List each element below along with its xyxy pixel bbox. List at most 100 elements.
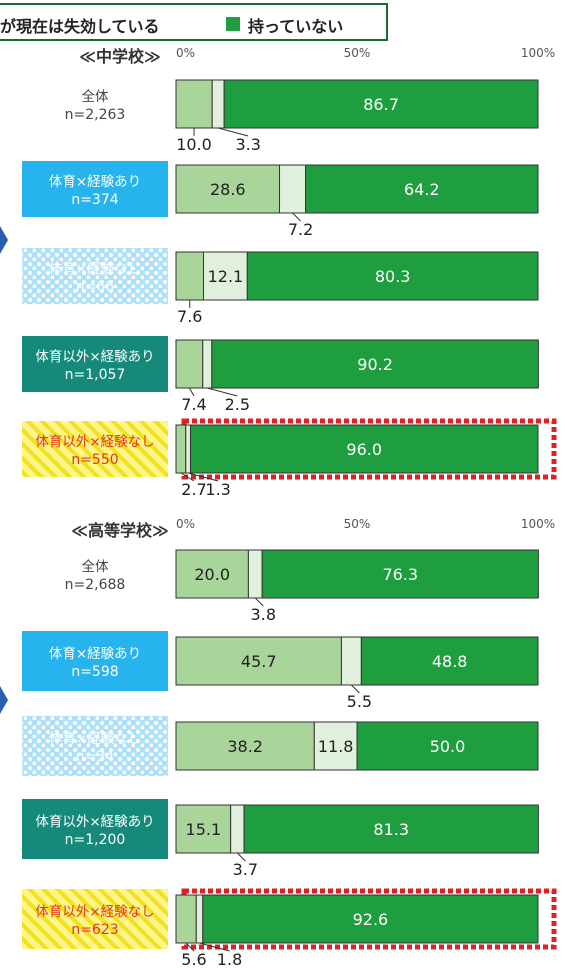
bar-segment [356, 721, 539, 771]
bar-segment [175, 251, 205, 301]
leader-line [180, 472, 195, 482]
category-box [22, 799, 168, 859]
bar-segment [175, 636, 342, 686]
category-label: 体育×経験なし [49, 261, 141, 277]
category-label: 全体 [82, 88, 109, 105]
bar-value-label: 80.3 [375, 267, 411, 286]
bar-value-label: 45.7 [241, 652, 277, 671]
bar-value-label: 1.3 [205, 480, 230, 499]
category-box [22, 421, 168, 477]
leader-line [187, 472, 219, 482]
bar-segment [175, 339, 204, 389]
bar-value-label: 28.6 [210, 180, 246, 199]
bar-segment [211, 79, 225, 129]
axis-tick-label: 100% [521, 517, 555, 531]
category-n: n=550 [71, 452, 118, 468]
panel-title: ≪高等学校≫ [71, 521, 169, 540]
category-label: 体育×経験なし [49, 731, 141, 747]
legend-none-swatch [226, 17, 240, 31]
bar-segment [247, 549, 263, 599]
bar-value-label: 3.8 [251, 605, 276, 624]
bar-segment [202, 894, 539, 944]
category-n: n=1,057 [65, 367, 126, 383]
leader-line [351, 684, 360, 694]
leader-line [292, 212, 301, 222]
leader-line [207, 387, 238, 397]
bar-segment [189, 424, 539, 474]
category-box [22, 716, 168, 776]
bar-segment [246, 251, 539, 301]
legend: が現在は失効している 持っていない [0, 3, 388, 41]
bar-segment [279, 164, 307, 214]
bar-segment [203, 251, 248, 301]
leader-line [237, 852, 246, 862]
category-label: 体育×経験あり [49, 174, 141, 190]
bar-value-label: 50.0 [430, 737, 466, 756]
bar-value-label: 5.5 [347, 692, 372, 711]
bar-segment [175, 804, 232, 854]
category-label: 全体 [82, 558, 109, 575]
category-n: n=623 [71, 922, 118, 938]
bar-value-label: 76.3 [382, 565, 418, 584]
category-box [22, 336, 168, 392]
bar-segment [175, 721, 315, 771]
bar-value-label: 10.0 [176, 135, 212, 154]
category-n: n=66 [76, 279, 115, 295]
bar-value-label: 20.0 [194, 565, 230, 584]
bar-value-label: 15.1 [186, 820, 222, 839]
category-label: 体育以外×経験あり [35, 349, 154, 365]
leader-line [254, 597, 264, 607]
bar-segment [211, 339, 539, 389]
pointer-arrow-icon [0, 226, 8, 254]
bar-value-label: 7.2 [288, 220, 313, 239]
category-label: 体育以外×経験なし [35, 904, 154, 920]
bar-value-label: 2.5 [225, 395, 250, 414]
category-box [22, 889, 168, 949]
pointer-arrow-icon [0, 686, 8, 714]
bar-segment [195, 894, 204, 944]
category-n: n=2,688 [65, 577, 126, 593]
bar-segment [175, 549, 249, 599]
bar-segment [175, 79, 213, 129]
category-n: n=1,200 [65, 832, 126, 848]
bar-value-label: 5.6 [181, 950, 206, 969]
leader-line [188, 387, 195, 397]
bar-value-label: 3.7 [233, 860, 258, 879]
bar-value-label: 7.4 [181, 395, 206, 414]
bar-value-label: 3.3 [235, 135, 260, 154]
axis-tick-label: 50% [344, 46, 371, 60]
bar-segment [185, 424, 191, 474]
axis-tick-label: 100% [521, 46, 555, 60]
legend-none-label: 持っていない [248, 17, 344, 36]
bar-value-label: 2.7 [181, 480, 206, 499]
category-n: n=598 [71, 664, 118, 680]
leader-line [185, 942, 195, 952]
bar-segment [202, 339, 213, 389]
category-n: n=34 [76, 749, 115, 765]
bar-segment [305, 164, 539, 214]
category-label: 体育以外×経験あり [35, 814, 154, 830]
bar-segment [243, 804, 539, 854]
bar-segment [223, 79, 539, 129]
bar-segment [261, 549, 539, 599]
bar-value-label: 12.1 [208, 267, 244, 286]
bar-segment [360, 636, 539, 686]
bar-value-label: 7.6 [177, 307, 202, 326]
bar-value-label: 11.8 [318, 737, 354, 756]
axis-tick-label: 0% [176, 46, 195, 60]
bar-value-label: 48.8 [432, 652, 468, 671]
legend-partial-label: が現在は失効している [0, 17, 160, 36]
bar-value-label: 81.3 [373, 820, 409, 839]
bar-segment [230, 804, 245, 854]
panel-title: ≪中学校≫ [79, 47, 161, 66]
category-label: 体育×経験あり [49, 646, 141, 662]
bar-value-label: 92.6 [353, 910, 389, 929]
category-label: 体育以外×経験なし [35, 434, 154, 450]
category-box [22, 248, 168, 304]
bar-value-label: 96.0 [346, 440, 382, 459]
category-box [22, 631, 168, 691]
category-n: n=2,263 [65, 107, 126, 123]
axis-tick-label: 50% [344, 517, 371, 531]
axis-tick-label: 0% [176, 517, 195, 531]
